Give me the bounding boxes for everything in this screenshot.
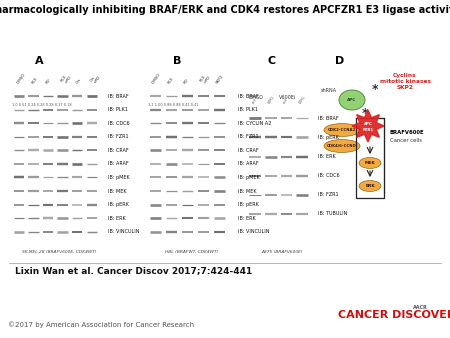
Text: IB: VINCULIN: IB: VINCULIN (108, 229, 140, 234)
Text: IB: CDC6: IB: CDC6 (318, 173, 339, 178)
Text: ctrl: ctrl (251, 98, 258, 105)
Text: Cis
+PD: Cis +PD (90, 73, 102, 85)
Text: Cis: Cis (75, 78, 81, 85)
Text: APC: APC (347, 98, 356, 102)
Text: ctrl: ctrl (283, 98, 289, 105)
Bar (356, 118, 384, 198)
Text: IB: FZR1: IB: FZR1 (108, 134, 129, 139)
Text: APC: APC (364, 122, 373, 126)
Text: IB: ARAF: IB: ARAF (238, 162, 258, 166)
Text: IB: PLK1: IB: PLK1 (108, 107, 129, 112)
Text: ©2017 by American Association for Cancer Research: ©2017 by American Association for Cancer… (8, 321, 194, 328)
Text: BRAFV600E: BRAFV600E (390, 130, 425, 136)
Text: IB: CRAF: IB: CRAF (238, 148, 258, 153)
Text: IB: ERK: IB: ERK (238, 216, 255, 221)
Text: SK-MEL-28 (BRAFV600E, CDK4WT): SK-MEL-28 (BRAFV600E, CDK4WT) (22, 250, 97, 254)
Text: IB: BRAF: IB: BRAF (108, 94, 129, 99)
Text: IB: FZR1: IB: FZR1 (238, 134, 258, 139)
Text: PLX
+PD: PLX +PD (60, 73, 72, 85)
Ellipse shape (359, 158, 381, 169)
Text: FZR1: FZR1 (299, 95, 307, 105)
Text: B: B (173, 56, 181, 66)
Text: Pharmacologically inhibiting BRAF/ERK and CDK4 restores APCFZR1 E3 ligase activi: Pharmacologically inhibiting BRAF/ERK an… (0, 5, 450, 15)
Text: FZR1: FZR1 (267, 95, 275, 105)
Text: 1.0 0.51 0.24 0.28 0.28 0.17 0.18: 1.0 0.51 0.24 0.28 0.28 0.17 0.18 (12, 102, 72, 106)
Text: PD: PD (183, 78, 190, 85)
Text: IB: pERK: IB: pERK (238, 202, 258, 207)
Text: AACR: AACR (413, 305, 428, 310)
Text: MEK: MEK (364, 161, 375, 165)
Text: PLX: PLX (31, 76, 39, 85)
Text: CANCER DISCOVERY: CANCER DISCOVERY (338, 310, 450, 320)
Text: DMSO: DMSO (151, 72, 162, 85)
Ellipse shape (339, 90, 365, 110)
Text: IB: pERK: IB: pERK (318, 135, 338, 140)
Text: Cancer cells: Cancer cells (390, 139, 422, 144)
Text: PLX: PLX (167, 76, 175, 85)
Text: DMSO: DMSO (248, 95, 263, 100)
Text: PD: PD (45, 78, 52, 85)
Text: PLX
+PD: PLX +PD (199, 73, 211, 85)
Text: IB: VINCULIN: IB: VINCULIN (238, 229, 269, 234)
Text: IB: CRAF: IB: CRAF (108, 148, 129, 153)
Text: IB: ARAF: IB: ARAF (108, 162, 129, 166)
Text: DMSO: DMSO (16, 72, 27, 85)
Polygon shape (352, 110, 384, 142)
Text: IB: FZR1: IB: FZR1 (318, 192, 338, 197)
Ellipse shape (324, 140, 360, 152)
Text: IB: pMEK: IB: pMEK (108, 175, 130, 180)
Text: D: D (335, 56, 345, 66)
Text: V600Ei: V600Ei (279, 95, 296, 100)
Ellipse shape (324, 123, 360, 137)
Text: A: A (35, 56, 44, 66)
Text: CDK2-CCNA2: CDK2-CCNA2 (328, 128, 356, 132)
Text: IB: PLK1: IB: PLK1 (238, 107, 257, 112)
Text: IB: pMEK: IB: pMEK (238, 175, 259, 180)
Text: FZR1: FZR1 (362, 128, 373, 132)
Text: 1.1 1.00 0.88 0.88 0.41 0.41: 1.1 1.00 0.88 0.88 0.41 0.41 (148, 102, 198, 106)
Text: IB: MEK: IB: MEK (238, 189, 256, 194)
Text: IB: CDC6: IB: CDC6 (108, 121, 130, 126)
Text: A375 (BRAFV600E): A375 (BRAFV600E) (261, 250, 303, 254)
Text: ERK: ERK (365, 184, 375, 188)
Text: C: C (268, 56, 276, 66)
Text: IB: BRAF: IB: BRAF (318, 116, 338, 121)
Text: IB: pERK: IB: pERK (108, 202, 130, 207)
Text: shRNA: shRNA (321, 88, 337, 93)
Text: *: * (372, 83, 378, 97)
Text: IB: CYCLIN A2: IB: CYCLIN A2 (238, 121, 271, 126)
Text: IB: BRAF: IB: BRAF (238, 94, 258, 99)
Text: IB: ERK: IB: ERK (318, 154, 335, 159)
Text: CDK4/6-CCND: CDK4/6-CCND (327, 144, 357, 148)
Text: SKP2: SKP2 (215, 74, 225, 85)
Text: *: * (362, 106, 368, 120)
Text: HBL (BRAFWT, CDK4WT): HBL (BRAFWT, CDK4WT) (165, 250, 219, 254)
Text: Cyclins
mitotic kinases
SKP2: Cyclins mitotic kinases SKP2 (379, 73, 431, 90)
Text: Lixin Wan et al. Cancer Discov 2017;7:424-441: Lixin Wan et al. Cancer Discov 2017;7:42… (15, 266, 252, 275)
Text: IB: TUBULIN: IB: TUBULIN (318, 211, 347, 216)
Text: IB: MEK: IB: MEK (108, 189, 127, 194)
Ellipse shape (359, 180, 381, 192)
Text: IB: ERK: IB: ERK (108, 216, 126, 221)
